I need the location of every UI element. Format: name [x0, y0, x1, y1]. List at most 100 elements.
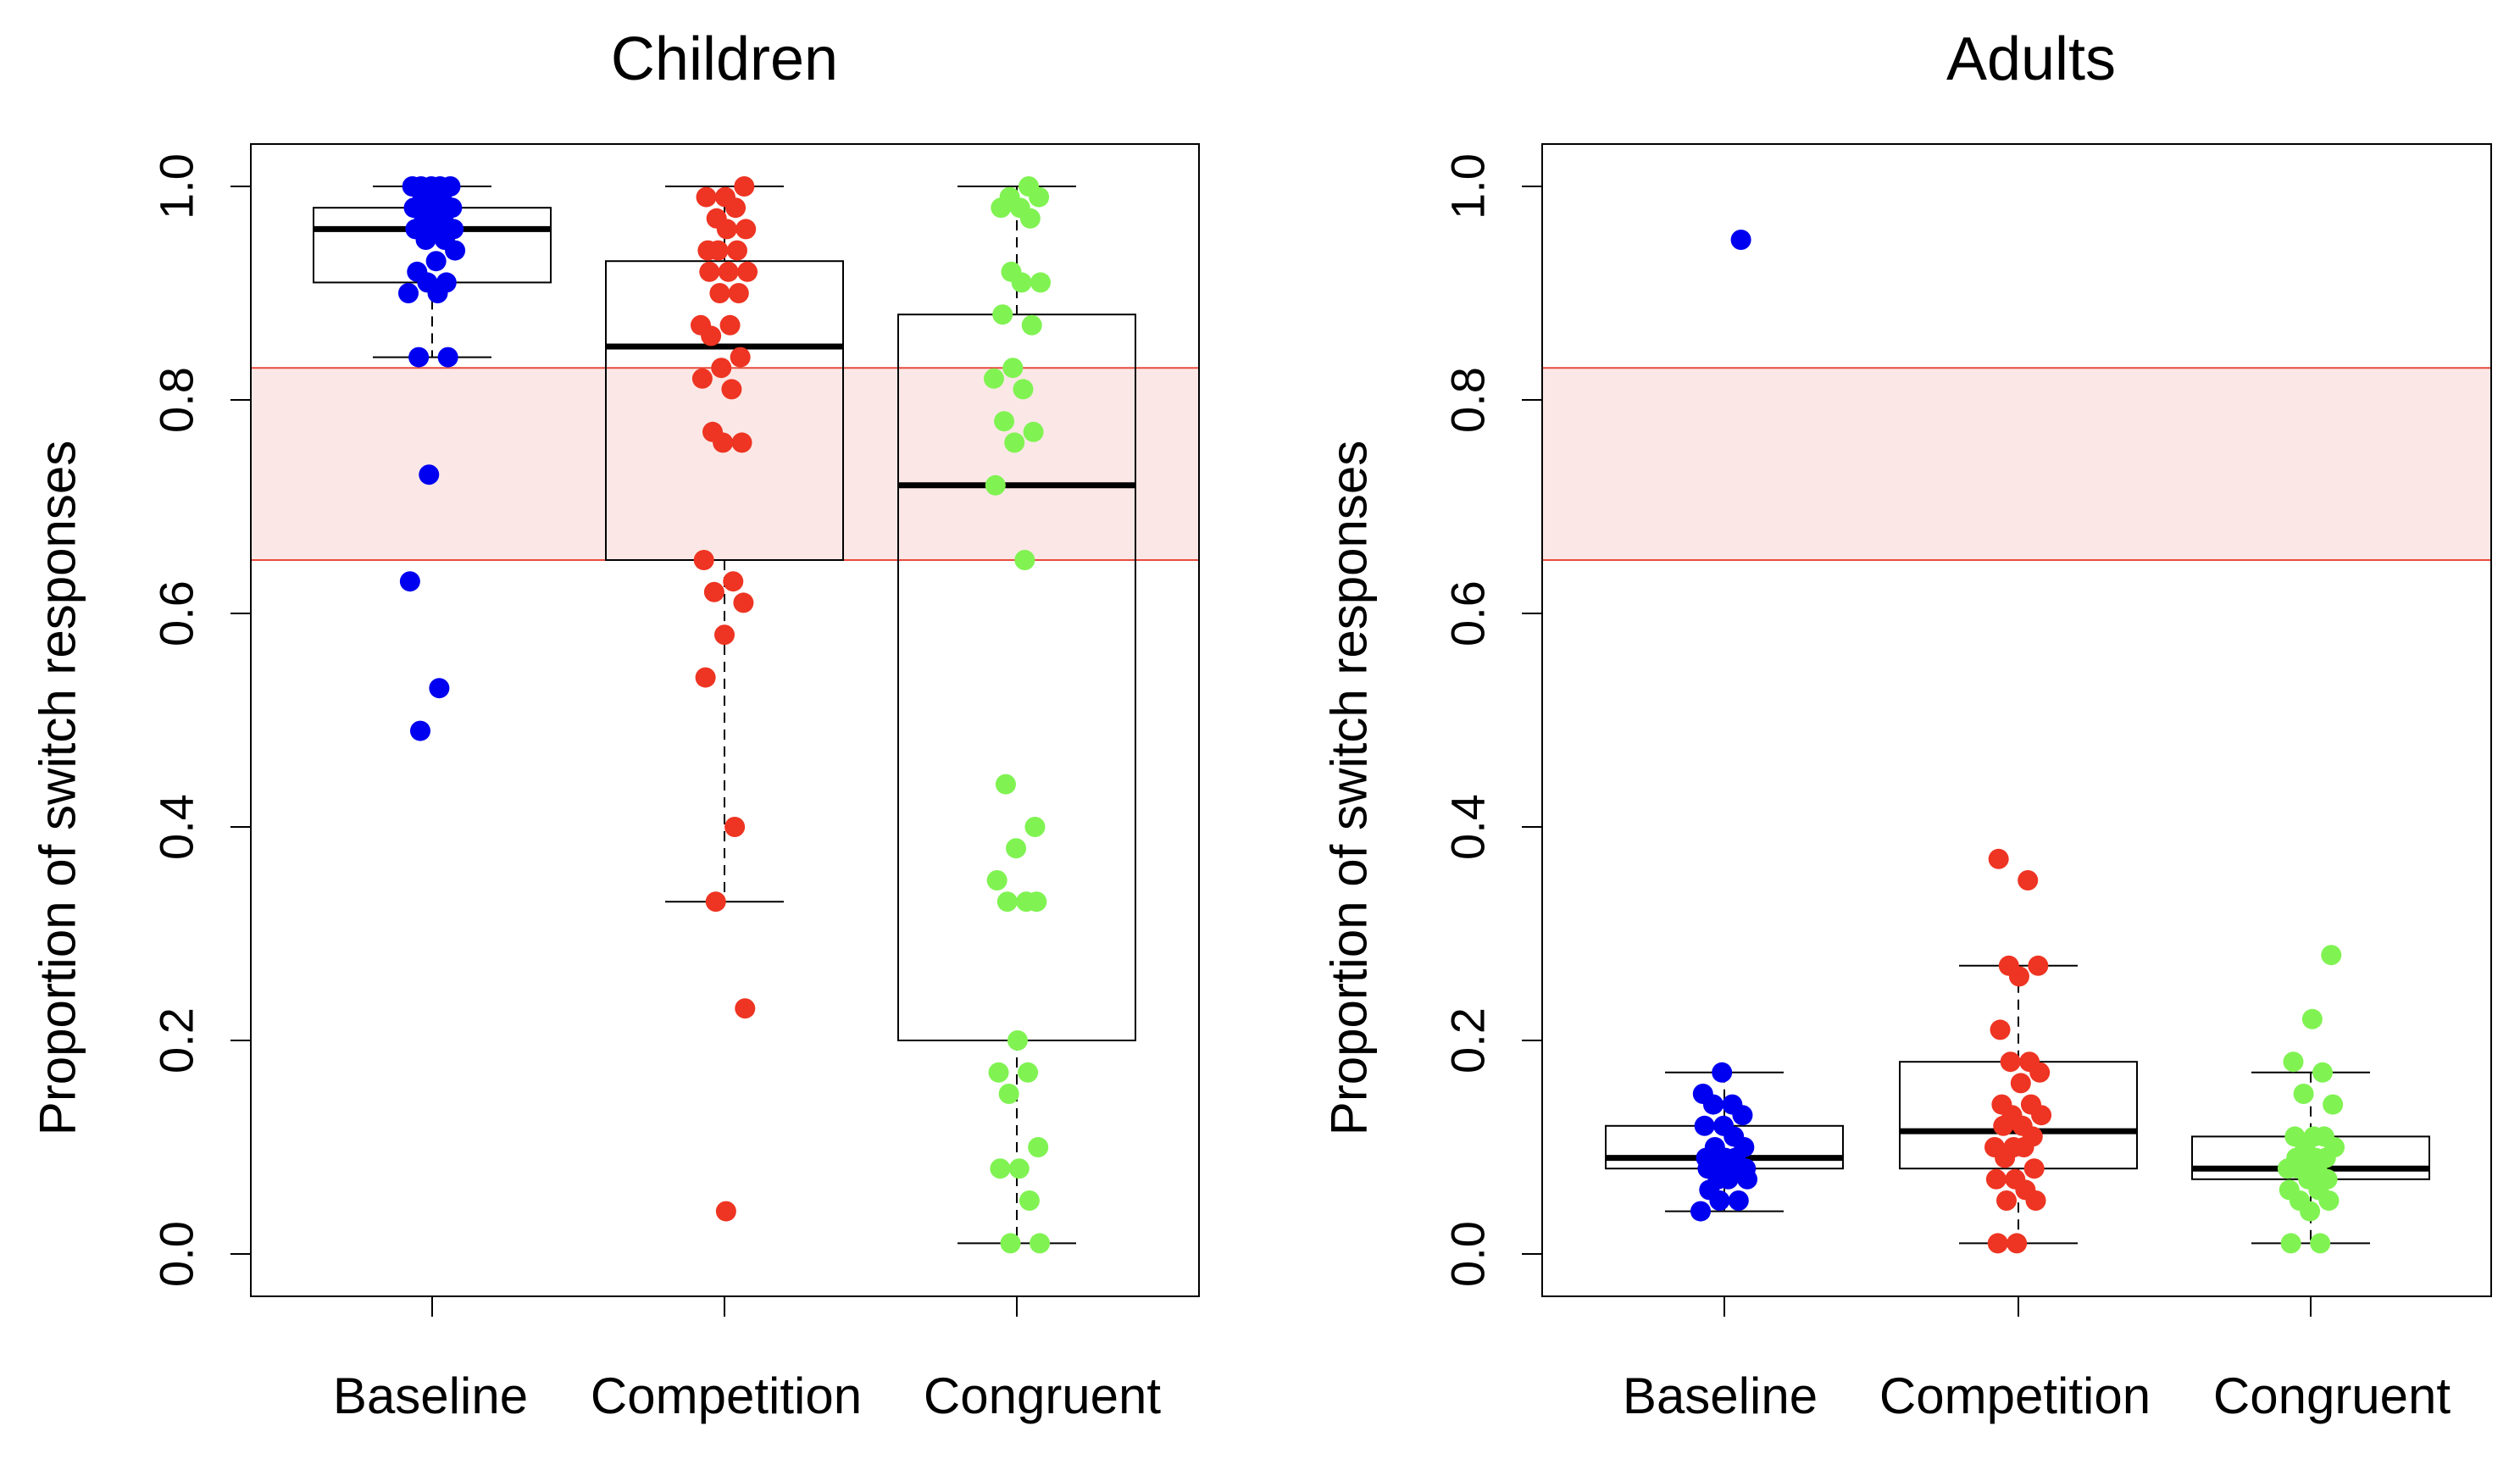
y-tick-label: 0.8: [1441, 367, 1495, 433]
data-point: [415, 230, 436, 250]
box-iqr: [605, 260, 844, 561]
reference-band: [251, 368, 1199, 560]
data-point: [735, 219, 757, 240]
y-tick-label: 0.8: [150, 367, 203, 433]
y-tick-label: 0.0: [1441, 1221, 1495, 1287]
data-point: [2013, 1137, 2034, 1157]
data-point: [986, 870, 1007, 890]
data-point: [1702, 1094, 1723, 1115]
data-point: [1732, 1105, 1753, 1126]
data-point: [2025, 1190, 2046, 1211]
data-point: [1985, 1168, 2007, 1190]
data-point: [701, 325, 722, 347]
data-point: [983, 368, 1004, 389]
data-point: [691, 368, 713, 389]
points-competition: [1984, 848, 2052, 1254]
data-point: [996, 891, 1018, 913]
data-point: [1709, 1190, 1730, 1211]
y-tick-label: 0.6: [150, 580, 203, 646]
data-point: [728, 283, 749, 303]
data-point: [2293, 1084, 2314, 1104]
points-congruent: [2277, 945, 2345, 1254]
y-axis-label: Proportion of switch responses: [1321, 441, 1378, 1135]
y-tick-label: 0.4: [1441, 794, 1495, 860]
data-point: [734, 176, 755, 197]
data-point: [713, 432, 734, 453]
data-point: [2023, 1158, 2045, 1179]
data-point: [2031, 1105, 2052, 1126]
data-point: [705, 891, 726, 913]
box-baseline: [1605, 1071, 1844, 1212]
data-point: [2310, 1233, 2331, 1254]
reference-band: [1542, 368, 2491, 560]
y-tick-label: 0.0: [150, 1221, 203, 1287]
data-point: [699, 261, 720, 282]
data-point: [1002, 358, 1024, 379]
x-tick-label: Congruent: [924, 1367, 1162, 1424]
data-point: [2280, 1233, 2301, 1254]
data-point: [408, 347, 430, 368]
y-tick-label: 1.0: [150, 153, 203, 219]
data-point: [708, 240, 729, 261]
chart-title: Children: [611, 25, 838, 93]
data-point: [2323, 1094, 2344, 1115]
data-point: [985, 474, 1006, 496]
data-point: [2018, 870, 2039, 890]
data-point: [723, 571, 744, 592]
data-point: [733, 592, 754, 613]
data-point: [445, 240, 466, 261]
x-tick-label: Competition: [591, 1367, 862, 1424]
data-point: [2321, 945, 2342, 966]
data-point: [988, 1062, 1009, 1083]
chart-title: Adults: [1946, 25, 2116, 93]
x-tick-label: Baseline: [1623, 1367, 1818, 1424]
y-tick-label: 0.6: [1441, 580, 1495, 646]
data-point: [998, 1084, 1019, 1104]
data-point: [1021, 314, 1042, 336]
data-point: [711, 358, 732, 379]
data-point: [2028, 955, 2049, 976]
data-point: [737, 261, 758, 282]
box-congruent: [897, 186, 1136, 1245]
data-point: [2312, 1062, 2333, 1083]
data-point: [419, 464, 440, 485]
data-point: [695, 667, 716, 688]
points-baseline: [1690, 230, 1758, 1222]
data-point: [1011, 272, 1032, 293]
data-point: [1993, 1115, 2014, 1136]
data-point: [429, 678, 450, 699]
x-tick-label: Baseline: [333, 1367, 528, 1424]
y-tick-label: 0.4: [150, 794, 203, 860]
points-congruent: [983, 176, 1051, 1254]
data-point: [1007, 1030, 1028, 1051]
data-point: [1737, 1168, 1758, 1190]
data-point: [1013, 379, 1034, 400]
data-point: [715, 1201, 736, 1222]
data-point: [1712, 1062, 1733, 1083]
data-point: [410, 720, 430, 741]
data-point: [1030, 272, 1051, 293]
points-competition: [691, 176, 758, 1222]
data-point: [1029, 186, 1050, 208]
data-point: [1008, 1158, 1030, 1179]
data-point: [990, 1158, 1011, 1179]
data-point: [1014, 550, 1035, 570]
panel-adults: 0.0 0.2 0.4 0.6 0.8 1.0 Baseline Competition Con…: [1321, 25, 2492, 1424]
data-point: [696, 186, 717, 208]
data-point: [1028, 1137, 1049, 1157]
data-point: [994, 411, 1015, 432]
data-point: [1018, 1062, 1039, 1083]
data-point: [1718, 1168, 1739, 1190]
data-point: [726, 240, 747, 261]
data-point: [399, 571, 420, 592]
data-point: [735, 998, 756, 1019]
data-point: [1019, 208, 1041, 229]
data-point: [730, 347, 751, 368]
y-tick-label: 0.2: [1441, 1007, 1495, 1073]
data-point: [1026, 891, 1047, 913]
data-point: [1019, 1190, 1040, 1211]
data-point: [2300, 1201, 2321, 1222]
data-point: [427, 283, 448, 303]
data-point: [1690, 1201, 1711, 1222]
data-point: [1004, 432, 1025, 453]
